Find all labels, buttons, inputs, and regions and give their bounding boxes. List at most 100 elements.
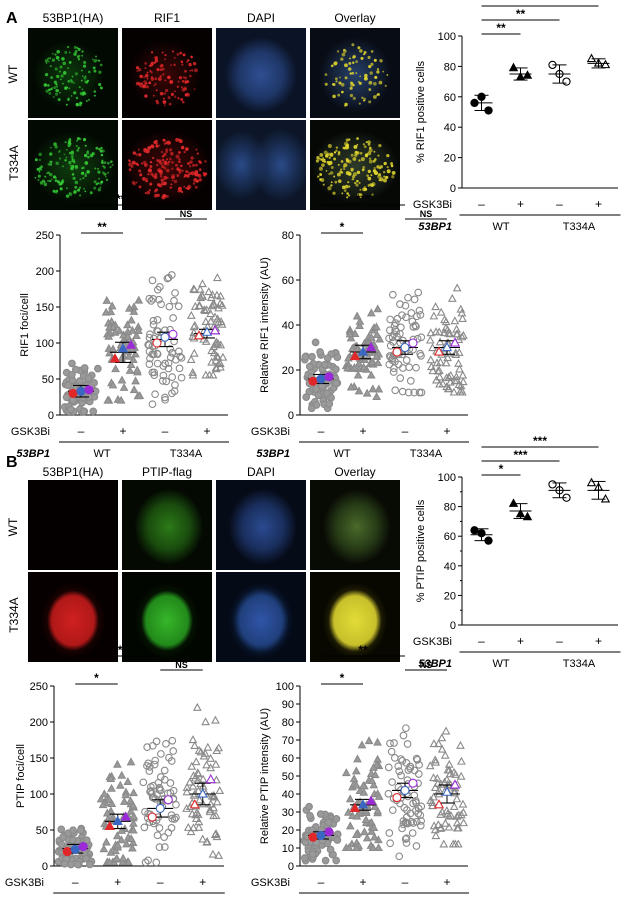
cell-point [449, 802, 459, 811]
cell-point [333, 836, 342, 844]
focus-dot [84, 161, 89, 165]
significance-label: ** [516, 7, 526, 21]
focus-dot [197, 173, 202, 178]
data-point [600, 493, 611, 503]
focus-dot [190, 156, 194, 160]
cell-point [177, 373, 186, 382]
cell-point [373, 304, 383, 313]
focus-dot [204, 160, 207, 163]
group-label: T334A [563, 221, 596, 233]
focus-dot [181, 100, 185, 104]
focus-dot [128, 168, 132, 172]
cell-point [69, 826, 77, 835]
replicate-mean [400, 342, 410, 353]
cell-point [169, 747, 178, 755]
cell-point [115, 780, 125, 789]
focus-dot [83, 60, 87, 65]
focus-dot [62, 165, 64, 168]
cell-point [426, 355, 436, 364]
focus-dot [144, 82, 147, 85]
significance-label: *** [116, 192, 130, 206]
focus-dot [186, 174, 190, 178]
cell-point [399, 364, 407, 372]
focus-dot [358, 102, 361, 105]
focus-dot [167, 75, 171, 80]
y-tick-label: 0 [42, 861, 48, 873]
cell-point [360, 827, 369, 836]
chart-A_foci: 0 50 100 150 200 250 RIF1 foci/cell *** NS ** GSK3… [11, 192, 229, 460]
focus-dot [82, 91, 86, 95]
cell-point [457, 308, 467, 317]
focus-dot [169, 186, 173, 189]
focus-dot [97, 59, 100, 62]
focus-dot [341, 192, 344, 195]
focus-dot [54, 53, 57, 56]
focus-dot [85, 100, 88, 102]
focus-dot [366, 174, 369, 177]
row-label-53bp1: 53BP1 [418, 221, 452, 233]
focus-dot [81, 167, 84, 170]
focus-dot [170, 92, 174, 96]
treatment-sign: – [478, 634, 485, 648]
focus-dot [45, 89, 49, 93]
cell-point [69, 396, 77, 405]
focus-dot [48, 88, 51, 92]
focus-dot [180, 145, 185, 150]
chart-B_intensity: 0 10 20 30 40 50 60 70 80 90 100 Relative PTIP inte… [251, 643, 469, 900]
cell-point [388, 290, 397, 299]
focus-dot [337, 179, 342, 184]
focus-dot [383, 175, 386, 178]
focus-dot [95, 59, 98, 62]
focus-dot [170, 80, 172, 82]
y-tick-label: 80 [282, 230, 294, 242]
focus-dot [163, 142, 167, 145]
micrograph-a-wt-rif1 [122, 28, 212, 118]
focus-dot [354, 181, 357, 185]
cell-point [134, 295, 144, 304]
replicate-mean [62, 847, 72, 857]
cell-point [332, 365, 340, 374]
focus-dot [135, 66, 139, 70]
focus-dot [343, 48, 346, 52]
focus-dot [69, 137, 71, 140]
focus-dot [150, 77, 155, 82]
cell-point [332, 379, 341, 388]
focus-dot [348, 138, 351, 141]
treatment-sign: + [359, 875, 366, 889]
cell-point [186, 310, 196, 319]
cell-point [349, 774, 359, 783]
cell-point [458, 370, 468, 379]
focus-dot [163, 152, 167, 157]
focus-dot [150, 172, 154, 176]
treatment-sign: – [78, 424, 85, 438]
focus-dot [344, 141, 348, 146]
focus-dot [163, 92, 167, 95]
focus-dot [71, 158, 75, 163]
replicate-mean [316, 374, 326, 384]
cell-point [64, 381, 72, 390]
focus-dot [351, 82, 354, 85]
cell-point [302, 393, 311, 402]
focus-dot [161, 51, 164, 54]
focus-dot [173, 90, 176, 93]
cell-point [345, 821, 355, 830]
focus-dot [348, 194, 351, 197]
y-axis-label: Relative PTIP intensity (AU) [259, 708, 271, 844]
cell-point [429, 311, 439, 320]
cell-point [324, 818, 333, 827]
cell-point [332, 814, 341, 823]
focus-dot [149, 160, 153, 164]
significance-label: ** [358, 643, 368, 657]
focus-dot [139, 74, 143, 79]
focus-dot [79, 178, 82, 181]
focus-dot [360, 157, 365, 162]
micrograph-a-wt-53bp1 [28, 28, 118, 118]
focus-dot [84, 80, 88, 84]
y-tick-label: 150 [30, 753, 48, 765]
focus-dot [49, 57, 52, 60]
focus-dot [159, 175, 163, 178]
cell-point [306, 811, 314, 820]
focus-dot [146, 190, 151, 195]
focus-dot [348, 61, 352, 65]
focus-dot [56, 74, 60, 79]
